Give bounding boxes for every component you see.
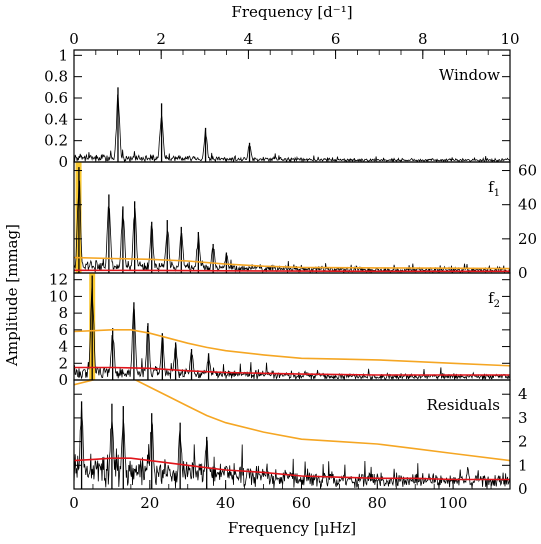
y-tick-label: 20 — [518, 230, 537, 248]
y-tick-label: 60 — [518, 162, 537, 180]
panel-frame — [73, 379, 511, 490]
y-tick-label: 2 — [58, 354, 68, 372]
y-tick-label: 1 — [518, 456, 528, 474]
y-tick-label: 0 — [58, 371, 68, 389]
bottom-tick-label: 20 — [140, 494, 159, 512]
panel-label: f2 — [488, 289, 500, 310]
y-tick-label: 0.2 — [44, 132, 68, 150]
panel-label: Residuals — [427, 396, 500, 414]
red-noise-curve — [74, 269, 510, 273]
axes-layer: 0 20 40 60 80 100 0 2 4 6 8 10 — [69, 30, 519, 512]
y-tick-label: 6 — [58, 321, 68, 339]
bottom-tick-label: 80 — [368, 494, 387, 512]
panel-frame — [73, 161, 511, 274]
y-tick-label: 0.6 — [44, 89, 68, 107]
top-tick-label: 4 — [244, 30, 254, 48]
y-tick-label: 12 — [49, 271, 68, 289]
top-tick-label: 6 — [331, 30, 341, 48]
top-tick-label: 2 — [156, 30, 166, 48]
bottom-tick-label: 60 — [292, 494, 311, 512]
y-tick-label: 8 — [58, 304, 68, 322]
amplitude-spectrum — [74, 94, 510, 162]
bottom-tick-label: 40 — [216, 494, 235, 512]
red-noise-curve — [74, 457, 510, 481]
y-tick-label: 4 — [518, 385, 528, 403]
panel-label: f1 — [488, 178, 500, 199]
panel-2: 0 20 40 60 f1 — [73, 161, 537, 282]
panel-4: 0 1 2 3 4 Residuals — [73, 379, 528, 498]
y-tick-label: 4 — [58, 338, 68, 356]
panel-frame — [73, 272, 511, 381]
bottom-tick-label: 100 — [439, 494, 468, 512]
panel-label: Window — [439, 66, 500, 84]
red-noise-curve — [74, 366, 510, 376]
y-tick-label: 2 — [518, 433, 528, 451]
bottom-tick-label: 0 — [69, 494, 79, 512]
y-tick-label: 3 — [518, 409, 528, 427]
y-tick-label: 1 — [58, 46, 68, 64]
top-tick-label: 0 — [69, 30, 79, 48]
bottom-axis-title: Frequency [μHz] — [228, 519, 356, 537]
y-tick-label: 0 — [518, 480, 528, 498]
y-tick-label: 0 — [58, 153, 68, 171]
y-axis-title: Amplitude [mmag] — [3, 224, 21, 367]
panels-layer: 00.20.40.60.81Window0204060f1024681012f2… — [44, 46, 537, 498]
y-tick-label: 40 — [518, 196, 537, 214]
top-tick-label: 8 — [418, 30, 428, 48]
panel-1: 0 0.2 0.4 0.6 0.8 1 Window — [44, 46, 511, 171]
amplitude-spectrum — [74, 403, 510, 489]
y-tick-label: 0.4 — [44, 110, 68, 128]
y-tick-label: 0 — [518, 264, 528, 282]
orange-threshold-curve — [74, 380, 510, 462]
orange-threshold-curve — [74, 256, 510, 270]
y-tick-label: 0.8 — [44, 68, 68, 86]
orange-threshold-curve — [74, 328, 510, 367]
top-axis-title: Frequency [d⁻¹] — [231, 3, 352, 21]
y-tick-label: 10 — [49, 287, 68, 305]
top-tick-label: 10 — [500, 30, 519, 48]
